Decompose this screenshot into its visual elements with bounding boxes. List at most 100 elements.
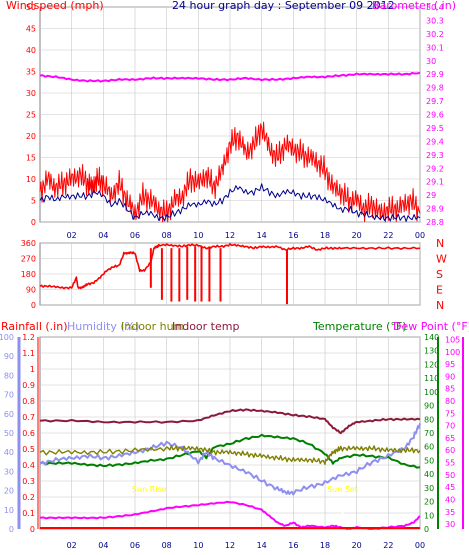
humidity-line xyxy=(39,423,421,496)
hour-tick-label: 02 xyxy=(67,231,77,240)
humidity-tick-label: 20 xyxy=(4,487,14,496)
temperature-tick-label: 110 xyxy=(424,374,439,383)
wind-tick-label: 10 xyxy=(26,175,36,184)
baro-tick-label: 29.4 xyxy=(426,137,444,146)
hour-tick-label: 04 xyxy=(98,541,108,550)
hour-tick-label: 04 xyxy=(98,231,108,240)
rain-tick-label: 0.7 xyxy=(22,413,35,422)
baro-tick-label: 30.3 xyxy=(426,16,444,25)
temperature-axis-title: Temperature (°F) xyxy=(312,320,407,333)
rain-tick-label: 1 xyxy=(30,365,35,374)
rain-tick-label: 1.2 xyxy=(22,333,35,342)
rain-tick-label: 0.5 xyxy=(22,445,35,454)
dewpoint-tick-label: 40 xyxy=(445,495,455,504)
barometer-axis-title: Barometer (.in) xyxy=(372,0,456,12)
temperature-tick-label: 120 xyxy=(424,360,439,369)
rainfall-axis-title: Rainfall (.in) xyxy=(1,320,68,333)
wind-tick-label: 35 xyxy=(26,68,36,77)
compass-tick-label: N xyxy=(436,237,444,250)
baro-tick-label: 29.1 xyxy=(426,178,444,187)
rain-tick-label: 0.1 xyxy=(22,509,35,518)
dir-tick-label: 0 xyxy=(31,301,36,310)
dir-tick-label: 90 xyxy=(26,286,36,295)
temperature-tick-label: 10 xyxy=(424,511,434,520)
rain-tick-label: 0.6 xyxy=(22,429,35,438)
dewpoint-axis-title: Dew Point (°F) xyxy=(393,320,469,333)
wind-tick-label: 0 xyxy=(31,218,36,227)
data-series: Sun Rise Sun Set xyxy=(39,71,421,530)
temperature-tick-label: 0 xyxy=(424,525,429,534)
barometer-series-line xyxy=(39,71,421,83)
wind-tick-label: 30 xyxy=(26,89,36,98)
baro-tick-label: 28.9 xyxy=(426,205,444,214)
hour-tick-label: 06 xyxy=(130,541,140,550)
hour-tick-label: 00 xyxy=(415,231,425,240)
compass-tick-label: E xyxy=(436,284,443,297)
rain-tick-label: 0.2 xyxy=(22,493,35,502)
dewpoint-tick-label: 100 xyxy=(445,348,460,357)
wind-tick-label: 5 xyxy=(31,197,36,206)
wind-tick-label: 45 xyxy=(26,25,36,34)
dewpoint-tick-label: 75 xyxy=(445,409,455,418)
avg-wind-series-line xyxy=(39,183,421,222)
dewpoint-tick-label: 90 xyxy=(445,372,455,381)
temperature-tick-label: 100 xyxy=(424,388,439,397)
wind-tick-label: 40 xyxy=(26,46,36,55)
rain-tick-label: 0 xyxy=(30,525,35,534)
baro-tick-label: 29.2 xyxy=(426,164,444,173)
baro-tick-label: 29.3 xyxy=(426,151,444,160)
baro-tick-label: 30.1 xyxy=(426,43,444,52)
baro-tick-label: 30.2 xyxy=(426,30,444,39)
temperature-tick-label: 30 xyxy=(424,484,434,493)
humidity-tick-label: 40 xyxy=(4,448,14,457)
gridlines xyxy=(40,6,421,530)
wind-tick-label: 25 xyxy=(26,111,36,120)
compass-tick-label: N xyxy=(436,299,444,312)
humidity-tick-label: 30 xyxy=(4,467,14,476)
hour-tick-label: 10 xyxy=(193,541,203,550)
dewpoint-tick-label: 65 xyxy=(445,434,455,443)
sun-event-label: Sun Rise xyxy=(132,485,167,494)
hour-tick-label: 06 xyxy=(130,231,140,240)
temperature-tick-label: 20 xyxy=(424,498,434,507)
temperature-tick-label: 40 xyxy=(424,470,434,479)
dewpoint-tick-label: 105 xyxy=(445,335,460,344)
dewpoint-tick-label: 35 xyxy=(445,508,455,517)
rain-tick-label: 1.1 xyxy=(22,349,35,358)
humidity-tick-label: 80 xyxy=(4,371,14,380)
hour-tick-label: 22 xyxy=(383,541,393,550)
baro-tick-label: 29 xyxy=(426,191,436,200)
humidity-tick-label: 100 xyxy=(0,333,14,342)
indoor-temp-legend: Indoor temp xyxy=(172,320,239,333)
temperature-tick-label: 90 xyxy=(424,402,434,411)
sun-event-label: Sun Set xyxy=(327,485,358,494)
hour-tick-label: 08 xyxy=(162,231,172,240)
hour-tick-label: 02 xyxy=(67,541,77,550)
dewpoint-tick-label: 45 xyxy=(445,483,455,492)
windspeed-axis-title: Windspeed (mph) xyxy=(6,0,104,12)
hour-tick-label: 12 xyxy=(225,231,235,240)
humidity-tick-label: 0 xyxy=(9,525,14,534)
dewpoint-tick-label: 50 xyxy=(445,471,455,480)
humidity-tick-label: 10 xyxy=(4,506,14,515)
axis-ticks: 0510152025303540455028.828.92929.129.229… xyxy=(0,3,464,550)
humidity-tick-label: 60 xyxy=(4,410,14,419)
indoor-temp-line xyxy=(39,408,421,435)
hour-tick-label: 14 xyxy=(257,231,267,240)
rain-tick-label: 0.8 xyxy=(22,397,35,406)
dir-tick-label: 180 xyxy=(21,270,36,279)
humidity-axis-title: Humidity (%) xyxy=(67,320,139,333)
hour-tick-label: 14 xyxy=(257,541,267,550)
wind-tick-label: 50 xyxy=(26,3,36,12)
dewpoint-tick-label: 60 xyxy=(445,446,455,455)
temperature-tick-label: 140 xyxy=(424,333,439,342)
gust-series-line xyxy=(39,121,421,223)
humidity-tick-label: 70 xyxy=(4,391,14,400)
baro-tick-label: 30 xyxy=(426,57,436,66)
baro-tick-label: 29.8 xyxy=(426,84,444,93)
baro-tick-label: 28.8 xyxy=(426,218,444,227)
rain-tick-label: 0.3 xyxy=(22,477,35,486)
dewpoint-tick-label: 55 xyxy=(445,459,455,468)
dewpoint-tick-label: 80 xyxy=(445,397,455,406)
temperature-tick-label: 50 xyxy=(424,456,434,465)
